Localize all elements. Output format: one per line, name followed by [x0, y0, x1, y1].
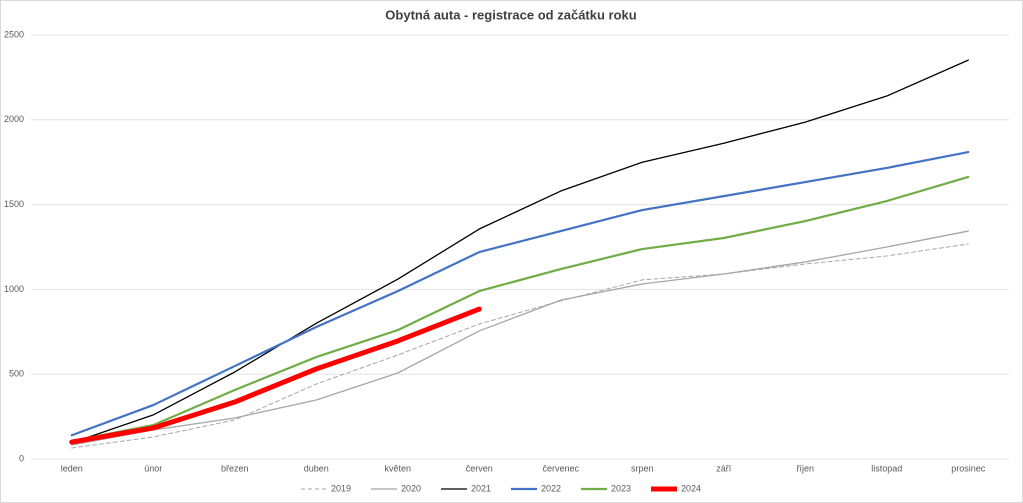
legend-label: 2019: [331, 483, 351, 493]
series-line: [70, 150, 970, 437]
x-tick-label: červenec: [542, 463, 579, 473]
legend-label: 2023: [611, 483, 631, 493]
series-line: [69, 306, 482, 445]
series-line: [71, 59, 969, 444]
x-tick-label: listopad: [871, 463, 902, 473]
x-tick-label: srpen: [631, 463, 654, 473]
series-line: [71, 243, 969, 449]
y-tick-label: 0: [19, 453, 24, 463]
legend-label: 2024: [681, 483, 701, 493]
legend-label: 2022: [541, 483, 561, 493]
series-line: [71, 230, 969, 446]
y-tick-label: 1000: [4, 284, 24, 294]
x-tick-label: září: [716, 463, 732, 473]
x-tick-label: duben: [304, 463, 329, 473]
x-tick-label: říjen: [796, 463, 814, 473]
y-tick-label: 500: [9, 369, 24, 379]
y-tick-label: 1500: [4, 199, 24, 209]
legend-label: 2021: [471, 483, 491, 493]
x-tick-label: prosinec: [951, 463, 986, 473]
x-tick-label: leden: [61, 463, 83, 473]
legend-label: 2020: [401, 483, 421, 493]
x-tick-label: červen: [466, 463, 493, 473]
x-tick-label: únor: [144, 463, 162, 473]
y-tick-label: 2500: [4, 29, 24, 39]
x-tick-label: květen: [384, 463, 411, 473]
series-line: [70, 175, 970, 443]
y-tick-label: 2000: [4, 114, 24, 124]
x-tick-label: březen: [221, 463, 249, 473]
chart-title: Obytná auta - registrace od začátku roku: [385, 7, 636, 22]
